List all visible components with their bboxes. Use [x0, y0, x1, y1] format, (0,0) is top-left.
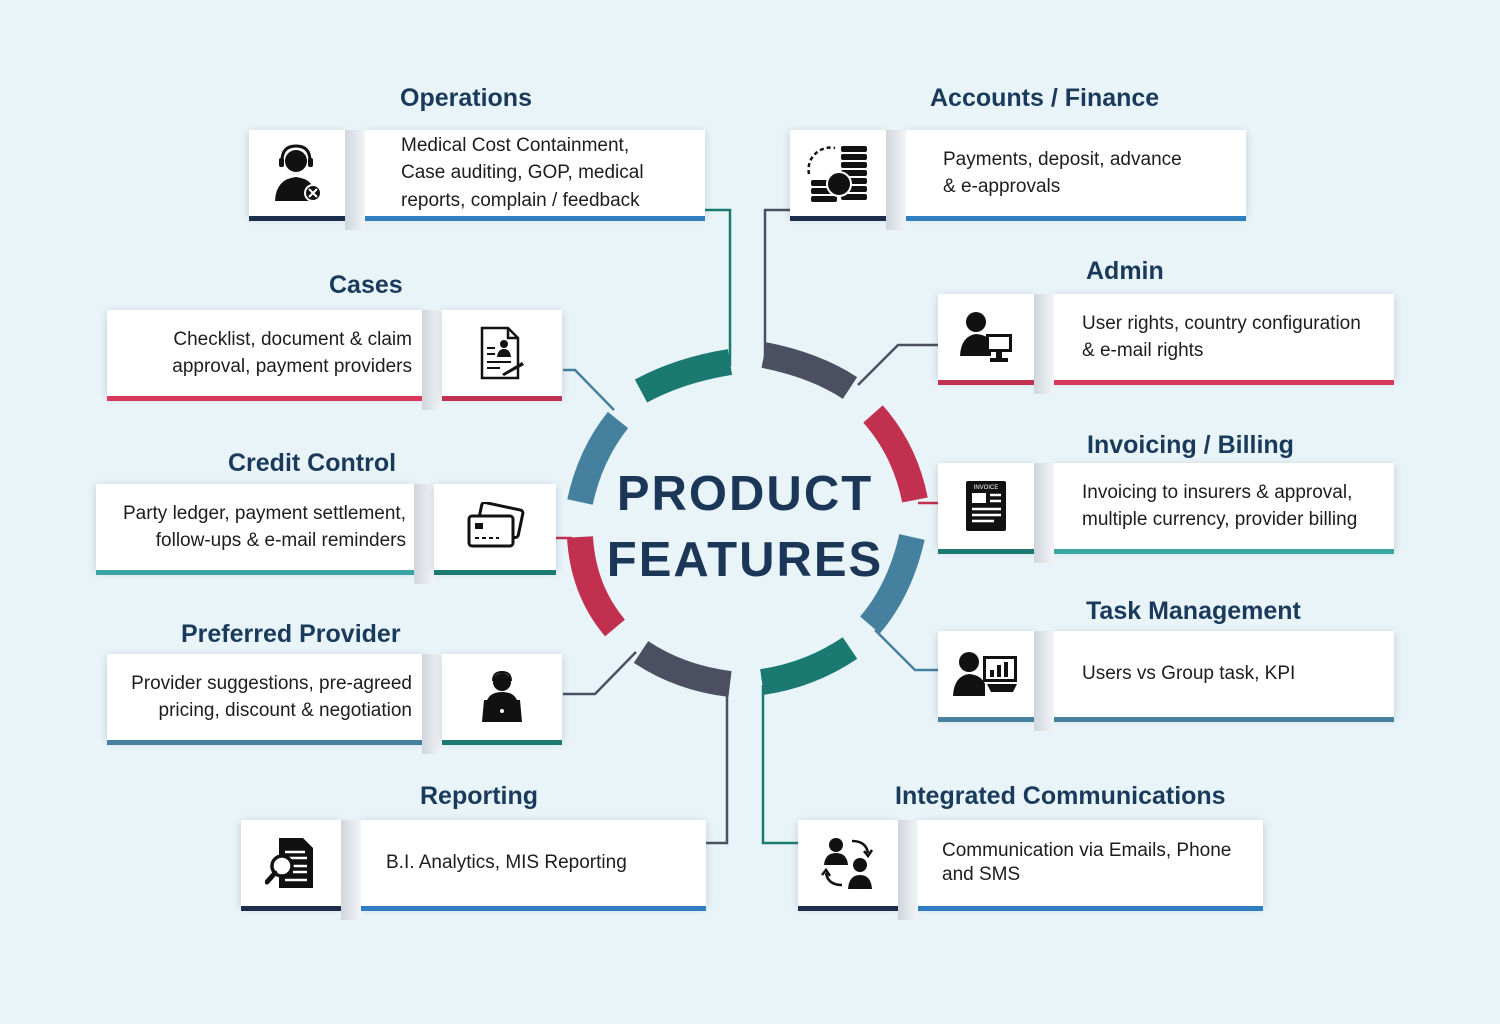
- title-preferred-provider: Preferred Provider: [181, 620, 401, 648]
- title-task-management: Task Management: [1086, 597, 1301, 625]
- invoice-icon-label: INVOICE: [974, 485, 999, 491]
- icon-box-accounts-finance: [790, 130, 886, 216]
- connector-integrated-communications: [761, 685, 798, 845]
- desc-line: pricing, discount & negotiation: [158, 700, 413, 721]
- connector-operations: [705, 208, 732, 366]
- credit-cards-icon: [467, 502, 525, 548]
- desc-admin: User rights, country configuration & e-m…: [1082, 294, 1392, 380]
- desc-reporting: B.I. Analytics, MIS Reporting: [386, 820, 696, 906]
- desc-line: & e-approvals: [943, 176, 1061, 197]
- title-reporting: Reporting: [420, 782, 539, 810]
- icon-box-invoicing-billing: INVOICE: [938, 463, 1034, 549]
- title-invoicing-billing: Invoicing / Billing: [1087, 431, 1294, 459]
- desc-line: & e-mail rights: [1082, 340, 1204, 361]
- center-title-line-1: PRODUCT: [616, 467, 874, 521]
- report-search-icon: [265, 838, 313, 888]
- desc-accounts-finance: Payments, deposit, advance & e-approvals: [943, 130, 1243, 216]
- desc-preferred-provider: Provider suggestions, pre-agreed pricing…: [112, 654, 412, 740]
- invoice-icon: INVOICE: [966, 481, 1006, 531]
- card-body-accounts-finance: [906, 130, 1246, 216]
- ring-arc-bottom-left: [633, 641, 732, 697]
- user-dashboard-icon: [953, 652, 1017, 696]
- icon-box-operations: [249, 130, 345, 216]
- desc-credit-control: Party ledger, payment settlement, follow…: [100, 484, 406, 570]
- ring-arc-top-right: [761, 342, 858, 399]
- center-title-line-2: FEATURES: [606, 533, 884, 587]
- title-admin: Admin: [1086, 257, 1164, 285]
- desc-line: B.I. Analytics, MIS Reporting: [386, 852, 627, 874]
- desc-cases: Checklist, document & claim approval, pa…: [112, 310, 412, 396]
- connector-reporting: [706, 680, 729, 845]
- desc-line: Case auditing, GOP, medical: [401, 162, 644, 184]
- icon-box-cases: [442, 310, 562, 396]
- ring-arc-left-lower: [567, 536, 626, 637]
- ring-arc-right-upper: [863, 405, 928, 503]
- desc-line: Communication via Emails, Phone: [942, 840, 1232, 861]
- desc-task-management: Users vs Group task, KPI: [1082, 631, 1392, 717]
- desc-invoicing-billing: Invoicing to insurers & approval, multip…: [1082, 463, 1392, 549]
- desc-line: Provider suggestions, pre-agreed: [131, 672, 412, 694]
- desc-line: Invoicing to insurers & approval,: [1082, 481, 1353, 503]
- desc-line: reports, complain / feedback: [401, 189, 640, 211]
- connector-accounts-finance: [763, 208, 790, 360]
- desc-line: Checklist, document & claim: [173, 328, 412, 350]
- connector-task-management: [874, 629, 938, 672]
- ring-arc-right-lower: [859, 533, 925, 634]
- desc-line: Payments, deposit, advance: [943, 148, 1182, 170]
- desc-line: Medical Cost Containment,: [401, 134, 630, 156]
- desc-line: Users vs Group task, KPI: [1082, 663, 1296, 685]
- desc-line: follow-ups & e-mail reminders: [155, 530, 406, 551]
- coins-stack-icon: [807, 146, 867, 202]
- title-integrated-communications: Integrated Communications: [895, 782, 1226, 810]
- card-body-reporting: [361, 820, 706, 906]
- person-laptop-icon: [482, 670, 522, 722]
- desc-line: and SMS: [942, 864, 1021, 885]
- icon-box-credit-control: [434, 484, 556, 570]
- desc-line: multiple currency, provider billing: [1082, 509, 1358, 530]
- card-body-cases: [107, 310, 422, 396]
- card-body-integrated-communications: [918, 820, 1263, 906]
- card-body-operations: [365, 130, 705, 216]
- people-exchange-icon: [821, 838, 874, 889]
- ring-arc-top-left: [634, 349, 733, 403]
- operator-headset-icon: [275, 144, 322, 202]
- card-body-task-management: [1054, 631, 1394, 717]
- icon-box-preferred-provider: [442, 654, 562, 740]
- card-body-credit-control: [96, 484, 414, 570]
- connector-admin: [857, 343, 938, 386]
- card-body-invoicing-billing: [1054, 463, 1394, 549]
- admin-computer-icon: [960, 312, 1012, 362]
- claim-document-icon: [480, 326, 524, 380]
- title-operations: Operations: [400, 84, 532, 112]
- desc-line: approval, payment providers: [172, 356, 412, 377]
- connector-cases: [563, 368, 615, 411]
- icon-box-reporting: [241, 820, 341, 906]
- desc-line: User rights, country configuration: [1082, 312, 1361, 334]
- title-cases: Cases: [329, 271, 403, 299]
- icon-box-task-management: [938, 631, 1034, 717]
- card-body-admin: [1054, 294, 1394, 380]
- desc-line: Party ledger, payment settlement,: [122, 502, 406, 524]
- title-accounts-finance: Accounts / Finance: [930, 84, 1160, 112]
- icon-box-admin: [938, 294, 1034, 380]
- desc-integrated-communications: Communication via Emails, Phone and SMS: [942, 820, 1257, 906]
- connector-preferred-provider: [563, 651, 637, 696]
- title-credit-control: Credit Control: [228, 449, 397, 477]
- ring-arc-bottom-right: [759, 637, 858, 695]
- desc-operations: Medical Cost Containment, Case auditing,…: [401, 130, 701, 216]
- card-body-preferred-provider: [107, 654, 422, 740]
- icon-box-integrated-communications: [798, 820, 898, 906]
- ring-arc-left-upper: [567, 411, 629, 505]
